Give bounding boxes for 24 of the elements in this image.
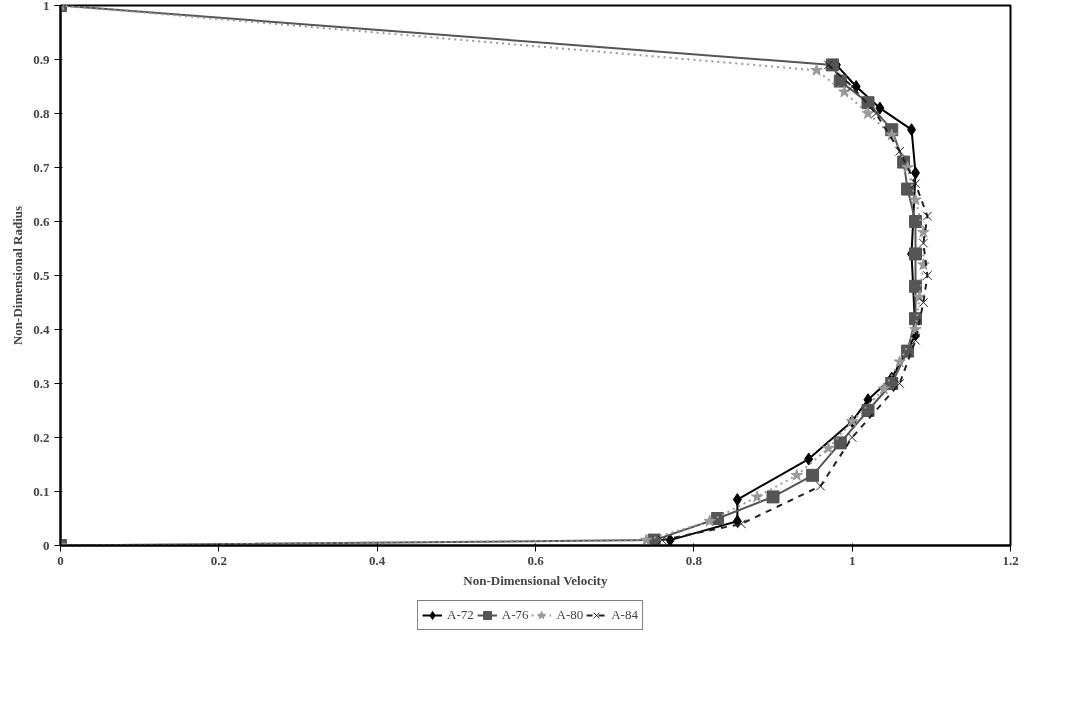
legend-label: A-76 [501,607,529,623]
x-tick-label: 0.2 [210,552,227,568]
y-tick-label: 0 [43,537,50,553]
x-axis-title: Non-Dimensional Velocity [463,572,608,588]
y-tick-label: 1 [43,0,50,13]
y-tick-label: 0.3 [33,375,50,391]
x-tick-label: 0.8 [685,552,703,568]
y-tick-label: 0.6 [33,213,50,229]
x-tick-label: 0.4 [369,552,386,568]
y-tick-label: 0.7 [33,159,50,175]
y-tick-label: 0.2 [33,429,50,445]
legend-label: A-84 [611,607,638,623]
y-tick-label: 0.4 [33,321,50,337]
y-tick-label: 0.5 [33,267,50,283]
x-tick-label: 1.2 [1002,552,1019,568]
x-tick-label: 0.6 [527,552,545,568]
x-tick-label: 1 [848,552,856,568]
y-tick-label: 0.1 [33,483,50,499]
y-tick-label: 0.8 [33,105,50,121]
x-tick-label: 0 [57,552,64,568]
legend-label: A-72 [447,607,474,623]
y-tick-label: 0.9 [33,51,50,67]
y-axis-title: Non-Dimensional Radius [10,205,26,346]
legend-label: A-80 [556,607,584,623]
